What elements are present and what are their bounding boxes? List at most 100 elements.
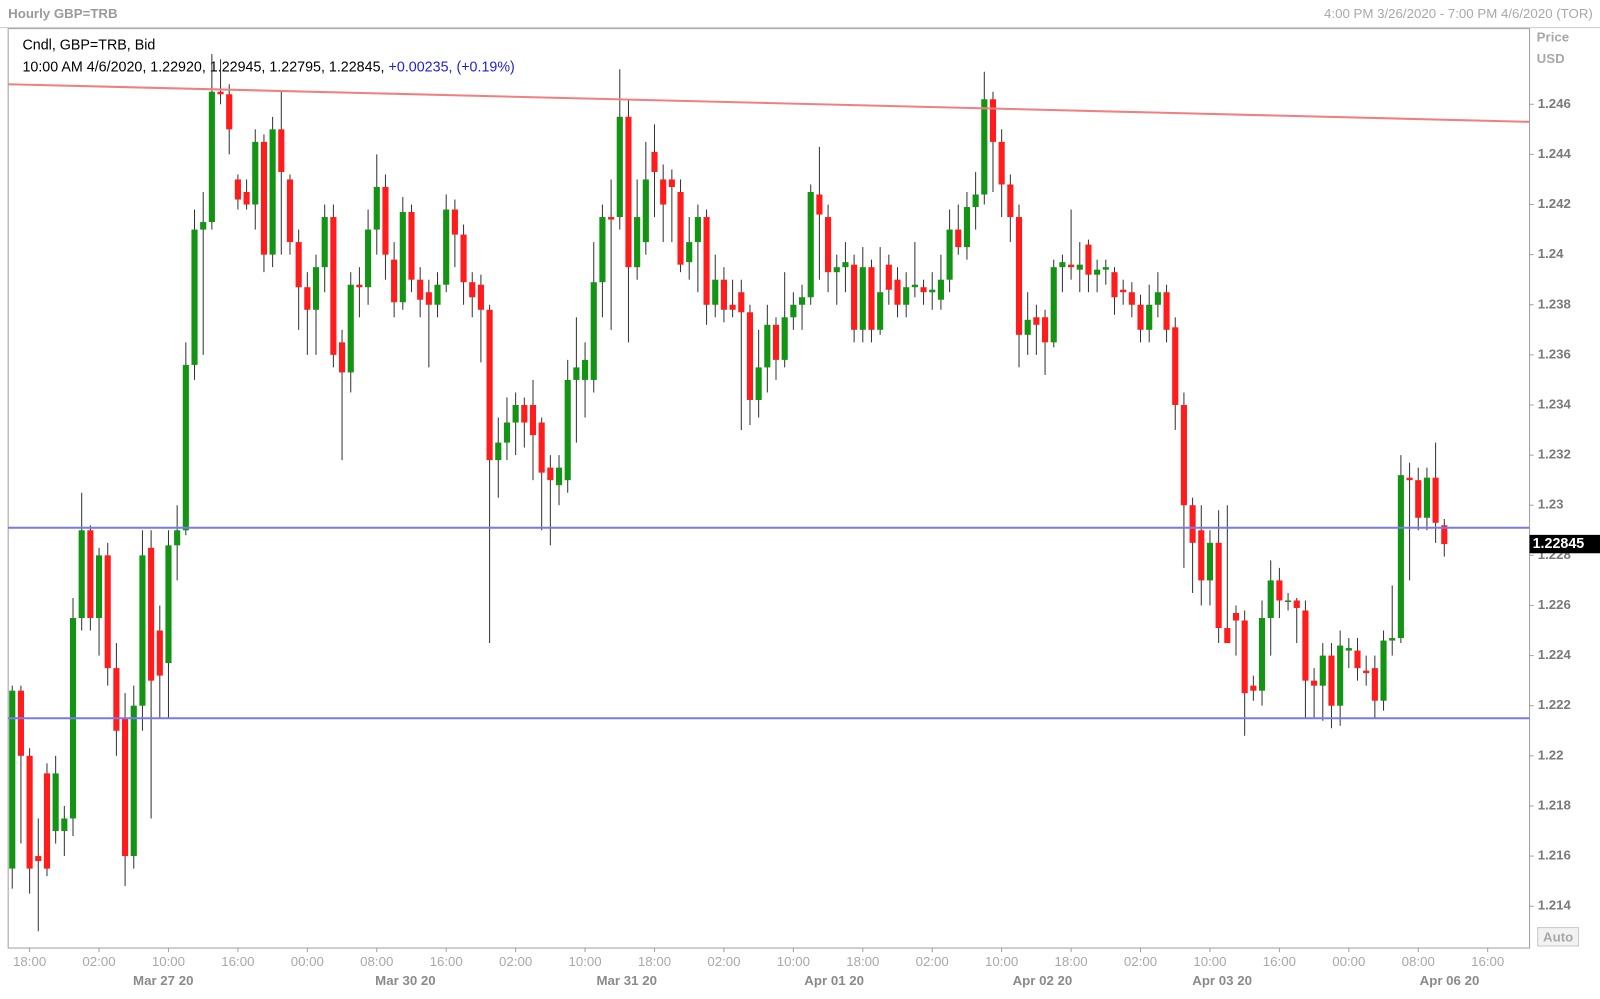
candle-body <box>1111 272 1118 298</box>
candle-body <box>703 217 710 305</box>
candle-body <box>399 212 406 303</box>
candle-body <box>260 141 268 255</box>
candle-body <box>981 99 988 195</box>
candle-body <box>1172 327 1179 405</box>
candle-body <box>330 217 337 355</box>
auto-button-label[interactable]: Auto <box>1543 929 1573 944</box>
x-tick-label: 02:00 <box>707 954 740 969</box>
candle-body <box>434 284 441 305</box>
candle-body <box>989 99 997 142</box>
candle-body <box>321 217 328 268</box>
candle-body <box>9 690 16 869</box>
candle-body <box>1258 617 1266 691</box>
candle-body <box>1007 184 1014 218</box>
candle-body <box>851 264 858 330</box>
candle-body <box>1432 477 1439 523</box>
candle-body <box>460 234 467 283</box>
legend-values: 10:00 AM 4/6/2020, 1.22920, 1.22945, 1.2… <box>22 59 514 75</box>
x-tick-label: 16:00 <box>1263 954 1296 969</box>
candle-body <box>148 547 155 681</box>
candle-body <box>1163 292 1170 330</box>
candle-body <box>712 279 719 305</box>
y-tick-label: 1.214 <box>1538 898 1572 913</box>
candle-body <box>486 309 493 461</box>
candle-body <box>200 222 207 230</box>
candle-body <box>798 297 806 305</box>
candle-body <box>764 324 771 368</box>
candle-body <box>156 630 163 676</box>
x-tick-label: 10:00 <box>152 954 185 969</box>
y-tick-label: 1.246 <box>1538 96 1571 111</box>
candle-body <box>642 179 649 243</box>
candle-body <box>651 151 658 172</box>
candle-body <box>1015 217 1023 335</box>
candle-body <box>26 755 33 869</box>
candle-body <box>1120 289 1127 293</box>
candle-body <box>1250 685 1257 691</box>
candle-body <box>1363 670 1370 674</box>
x-tick-label: 16:00 <box>221 954 254 969</box>
date-label: Apr 06 20 <box>1420 973 1480 988</box>
candle-body <box>1137 304 1144 330</box>
candle-body <box>790 304 797 318</box>
candle-body <box>903 287 910 305</box>
candle-body <box>503 422 511 443</box>
auto-button[interactable]: Auto <box>1537 927 1580 947</box>
x-tick-label: 00:00 <box>1332 954 1365 969</box>
candle-body <box>547 467 554 481</box>
candle-body <box>338 342 346 373</box>
candle-body <box>1094 269 1101 275</box>
y-tick-label: 1.216 <box>1538 848 1571 863</box>
auto-button-box[interactable] <box>1537 927 1580 947</box>
candle-body <box>1371 668 1378 701</box>
candle-body <box>1068 264 1075 268</box>
x-tick-label: 10:00 <box>777 954 810 969</box>
x-tick-label: 18:00 <box>846 954 879 969</box>
x-tick-label: 18:00 <box>13 954 46 969</box>
date-label: Apr 02 20 <box>1013 973 1073 988</box>
candle-body <box>451 209 458 235</box>
x-tick-label: 02:00 <box>1124 954 1157 969</box>
candle-body <box>174 530 181 546</box>
candle-body <box>408 212 415 280</box>
candle-body <box>582 359 589 380</box>
candle-body <box>52 773 59 832</box>
candle-body <box>868 267 875 330</box>
axis-label: USD <box>1537 51 1565 66</box>
candle-body <box>1076 264 1083 270</box>
candle-body <box>1206 542 1214 581</box>
candle-body <box>877 292 884 330</box>
candle-body <box>729 304 736 310</box>
candle-body <box>78 530 85 618</box>
candle-body <box>833 267 840 273</box>
axis-label: Price <box>1537 29 1569 44</box>
y-tick-label: 1.238 <box>1538 296 1571 311</box>
plot-area <box>7 28 1531 949</box>
candle-body <box>1102 267 1109 270</box>
candle-body <box>859 267 866 330</box>
candle-body <box>356 284 363 288</box>
candle-body <box>929 289 936 293</box>
candle-body <box>1406 477 1413 481</box>
candle-body <box>955 229 962 248</box>
candle-body <box>139 555 146 706</box>
candle-body <box>469 282 476 298</box>
candle-body <box>668 179 675 187</box>
x-tick-label: 18:00 <box>638 954 671 969</box>
candle-body <box>842 262 849 268</box>
candle-body <box>564 379 571 481</box>
candle-body <box>1224 628 1231 644</box>
candle-body <box>417 279 424 300</box>
candle-body <box>208 91 215 223</box>
candle-body <box>130 705 137 857</box>
candle-body <box>660 179 667 205</box>
candle-body <box>521 404 528 423</box>
candle-body <box>894 279 901 305</box>
candle-body <box>1328 655 1335 706</box>
candle-body <box>686 242 693 263</box>
x-tick-label: 08:00 <box>360 954 393 969</box>
candle-body <box>1397 475 1404 639</box>
candle-body <box>1189 505 1196 543</box>
candle-body <box>1198 530 1205 581</box>
candle-body <box>182 364 189 531</box>
